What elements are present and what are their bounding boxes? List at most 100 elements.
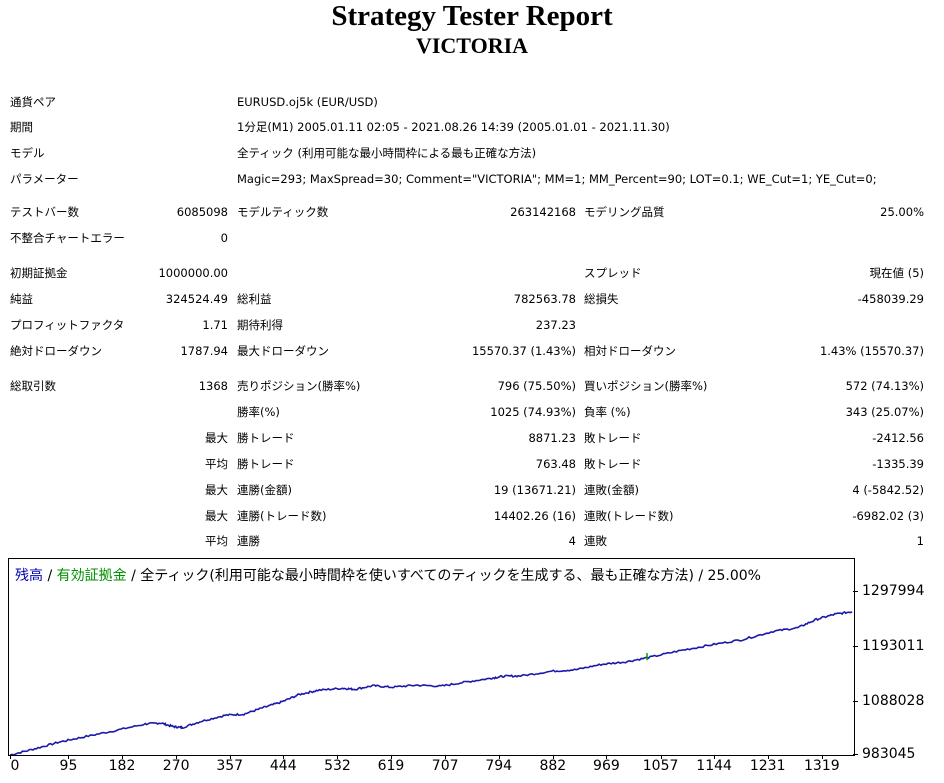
x-tick-label: 444 (269, 758, 297, 774)
short-positions-label: 売りポジション(勝率%) (237, 379, 361, 393)
rel-drawdown-value: 1.43% (15570.37) (819, 344, 924, 358)
avg-cons-win-value: 4 (568, 534, 576, 548)
avg-cons-loss-label: 連敗 (584, 534, 607, 548)
x-tick-mark (714, 755, 716, 759)
spread-value: 現在値 (5) (869, 266, 924, 280)
x-tick-label: 794 (485, 758, 513, 774)
legend-equity: 有効証拠金 (56, 568, 127, 584)
x-tick-mark (68, 755, 70, 759)
abs-drawdown-value: 1787.94 (180, 344, 228, 358)
x-tick-label: 619 (377, 758, 405, 774)
balance-chart-svg (9, 610, 853, 755)
x-tick-mark (445, 755, 447, 759)
mismatch-label: 不整合チャートエラー (10, 231, 125, 245)
model-value: 全ティック (利用可能な最小時間枠による最も正確な方法) (237, 146, 537, 160)
x-tick-mark (390, 755, 392, 759)
avg-cons-loss-value: 1 (916, 534, 924, 548)
avg-loss-value: -1335.39 (872, 457, 924, 471)
cons-win-money-value: 19 (13671.21) (493, 483, 576, 497)
balance-chart (8, 558, 855, 756)
profit-factor-label: プロフィットファクタ (10, 318, 125, 332)
x-tick-mark (660, 755, 662, 759)
x-tick-mark (498, 755, 500, 759)
cons-loss-money-value: 4 (-5842.52) (852, 483, 924, 497)
deposit-value: 1000000.00 (158, 266, 228, 280)
model-label: モデル (10, 146, 45, 160)
max-consecutive-count-prefix: 最大 (205, 509, 228, 523)
avg-cons-win-label: 連勝 (237, 534, 260, 548)
x-tick-label: 270 (162, 758, 190, 774)
y-tick-mark (853, 591, 858, 592)
x-tick-label: 707 (431, 758, 459, 774)
average-prefix: 平均 (205, 457, 228, 471)
loss-rate-value: 343 (25.07%) (845, 405, 924, 419)
x-tick-mark (176, 755, 178, 759)
avg-win-label: 勝トレード (237, 457, 295, 471)
x-tick-mark (821, 755, 823, 759)
cons-win-count-label: 連勝(トレード数) (237, 509, 327, 523)
x-tick-label: 357 (216, 758, 244, 774)
long-positions-label: 買いポジション(勝率%) (584, 379, 708, 393)
x-tick-mark (10, 755, 11, 759)
avg-win-value: 763.48 (535, 457, 576, 471)
rel-drawdown-label: 相対ドローダウン (584, 344, 676, 358)
largest-loss-value: -2412.56 (872, 431, 924, 445)
x-tick-label: 882 (539, 758, 567, 774)
x-tick-mark (122, 755, 124, 759)
y-tick-label: 983045 (862, 746, 916, 762)
loss-rate-label: 負率 (%) (584, 405, 631, 419)
symbol-value: EURUSD.oj5k (EUR/USD) (237, 95, 378, 109)
x-tick-label: 1057 (642, 758, 679, 774)
x-tick-mark (767, 755, 769, 759)
largest-win-value: 8871.23 (528, 431, 576, 445)
win-rate-value: 1025 (74.93%) (490, 405, 576, 419)
bars-label: テストバー数 (10, 205, 79, 219)
largest-loss-label: 敗トレード (584, 431, 642, 445)
x-tick-label: 1319 (804, 758, 840, 774)
y-tick-mark (853, 701, 858, 702)
legend-description: / 全ティック(利用可能な最小時間枠を使いすべてのティックを生成する、最も正確な… (126, 568, 761, 584)
bars-value: 6085098 (176, 205, 228, 219)
max-consecutive-money-prefix: 最大 (205, 483, 228, 497)
gross-loss-label: 総損失 (584, 292, 619, 306)
cons-win-money-label: 連勝(金額) (237, 483, 292, 497)
spread-label: スプレッド (584, 266, 642, 280)
max-drawdown-value: 15570.37 (1.43%) (471, 344, 576, 358)
y-tick-label: 1297994 (862, 583, 925, 599)
x-tick-label: 0 (10, 758, 20, 774)
x-tick-label: 182 (108, 758, 136, 774)
report-title: Strategy Tester Report (331, 0, 613, 32)
y-tick-label: 1193011 (862, 638, 925, 654)
ticks-value: 263142168 (510, 205, 576, 219)
ticks-label: モデルティック数 (237, 205, 329, 219)
expected-payoff-value: 237.23 (535, 318, 576, 332)
quality-label: モデリング品質 (584, 205, 665, 219)
avg-loss-label: 敗トレード (584, 457, 642, 471)
x-tick-label: 532 (324, 758, 351, 774)
y-tick-mark (853, 754, 858, 755)
cons-win-count-value: 14402.26 (16) (493, 509, 576, 523)
x-tick-mark (337, 755, 339, 759)
short-positions-value: 796 (75.50%) (497, 379, 576, 393)
deposit-label: 初期証拠金 (10, 266, 68, 280)
max-drawdown-label: 最大ドローダウン (237, 344, 329, 358)
y-tick-label: 1088028 (862, 693, 925, 709)
period-value: 1分足(M1) 2005.01.11 02:05 - 2021.08.26 14… (237, 120, 670, 134)
long-positions-value: 572 (74.13%) (845, 379, 924, 393)
symbol-label: 通貨ペア (10, 95, 56, 109)
x-tick-label: 95 (59, 758, 78, 774)
gross-profit-value: 782563.78 (513, 292, 576, 306)
legend-balance: 残高 (15, 568, 43, 584)
params-value: Magic=293; MaxSpread=30; Comment="VICTOR… (237, 172, 877, 186)
x-tick-mark (552, 755, 554, 759)
cons-loss-count-label: 連敗(トレード数) (584, 509, 674, 523)
quality-value: 25.00% (880, 205, 924, 219)
average-consecutive-prefix: 平均 (205, 534, 228, 548)
gross-profit-label: 総利益 (237, 292, 272, 306)
x-tick-mark (606, 755, 608, 759)
gross-loss-value: -458039.29 (857, 292, 924, 306)
legend-separator: / (43, 568, 57, 584)
x-tick-mark (283, 755, 285, 759)
win-rate-label: 勝率(%) (237, 405, 280, 419)
cons-loss-money-label: 連敗(金額) (584, 483, 639, 497)
